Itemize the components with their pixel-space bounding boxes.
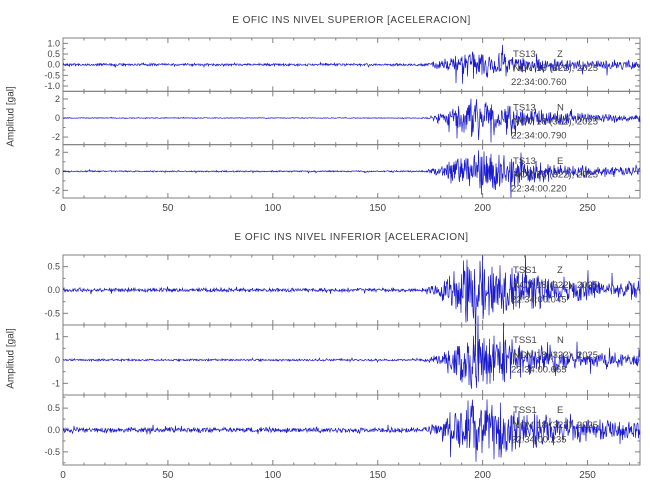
component-label: N [557,335,564,346]
y-tick-label: 1 [55,332,60,342]
date-label: NOV 18 (322), 2025 [513,350,598,361]
x-tick-label: 0 [60,203,66,214]
x-tick-label: 150 [369,203,386,214]
y-tick-label: -0.5 [44,308,60,318]
x-tick-label: 200 [474,203,491,214]
y-tick-label: -1.0 [44,81,60,91]
trace-TS13-Z: 1.00.50.0-0.5-1.0 TS13 Z NOV 18 (322), 2025… [44,37,641,92]
component-label: E [557,156,563,167]
x-tick-label: 50 [162,203,174,214]
y-tick-label: 1.0 [47,38,60,48]
time-label: 22:34:00.760 [511,77,566,88]
station-label: TS13 [513,49,536,60]
panel-title-inferior: E OFIC INS NIVEL INFERIOR [ACELERACION] [234,232,469,243]
station-label: TSS1 [513,405,537,416]
y-tick-label: 0.0 [47,285,60,295]
trace-TS13-E: 2 0 -2 TS13 E NOV 18 (322), 2025 22:34:00.220 [52,144,641,199]
x-tick-label: 150 [369,470,386,481]
x-tick-label: 50 [162,470,174,481]
trace-TSS1-E: 0.5 0.0 -0.5 TSS1 E NOV 18 (322), 2025 22:34:0… [44,394,641,466]
station-label: TSS1 [513,265,537,276]
y-tick-label: 0.5 [47,403,60,413]
date-label: NOV 18 (322), 2025 [513,170,598,181]
y-tick-label: 0.5 [47,49,60,59]
time-label: 22:34:00.045 [511,295,566,306]
time-label: 22:34:00.665 [511,365,566,376]
x-tick-label: 100 [264,470,281,481]
y-tick-label: 2 [55,147,60,157]
station-label: TSS1 [513,335,537,346]
panel-inferior: 0.5 0.0 -0.5 TSS1 Z NOV 18 (322), 2025 22:34:0… [44,254,641,481]
station-label: TS13 [513,103,536,114]
waveform-TS13-N [62,98,641,143]
y-tick-label: 0 [55,166,60,176]
time-label: 22:34:00.235 [511,435,566,446]
component-label: Z [557,265,563,276]
time-label: 22:34:00.790 [511,130,566,141]
date-label: NOV 18 (322), 2025 [513,280,598,291]
component-label: Z [557,49,563,60]
y-tick-label: -2 [52,132,60,142]
y-tick-label: -0.5 [44,447,60,457]
panel-superior: 1.00.50.0-0.5-1.0 TS13 Z NOV 18 (322), 2025… [44,37,641,214]
y-tick-label: 0 [55,355,60,365]
station-label: TS13 [513,156,536,167]
y-tick-label: -0.5 [44,70,60,80]
waveform-TSS1-E [62,399,641,462]
y-tick-label: 0.5 [47,262,60,272]
trace-TS13-N: 2 0 -2 TS13 N NOV 18 (322), 2025 22:34:00.790 [52,90,641,146]
component-label: E [557,405,563,416]
waveform-TS13-E [62,150,641,198]
y-tick-label: 0.0 [47,60,60,70]
y-tick-label: 0 [55,113,60,123]
y-tick-label: 2 [55,94,60,104]
x-tick-label: 250 [579,203,596,214]
x-tick-label: 200 [474,470,491,481]
x-tick-label: 0 [60,470,66,481]
component-label: N [557,103,564,114]
panel-title-superior: E OFIC INS NIVEL SUPERIOR [ACELERACION] [232,15,471,26]
y-tick-label: -2 [52,185,60,195]
date-label: NOV 18 (322), 2025 [513,116,598,127]
trace-TSS1-N: 1 0 -1 TSS1 N NOV 18 (322), 2025 22:34:00.665 [52,315,641,396]
waveform-TS13-Z [62,44,641,84]
date-label: NOV 18 (322), 2025 [513,63,598,74]
waveform-TSS1-Z [62,255,641,357]
x-tick-label: 100 [264,203,281,214]
waveform-TSS1-N [62,315,641,389]
trace-TSS1-Z: 0.5 0.0 -0.5 TSS1 Z NOV 18 (322), 2025 22:34:0… [44,254,641,357]
y-tick-label: 0.0 [47,425,60,435]
time-label: 22:34:00.220 [511,184,566,195]
y-tick-label: -1 [52,378,60,388]
x-tick-label: 250 [579,470,596,481]
date-label: NOV 18 (322), 2025 [513,420,598,431]
